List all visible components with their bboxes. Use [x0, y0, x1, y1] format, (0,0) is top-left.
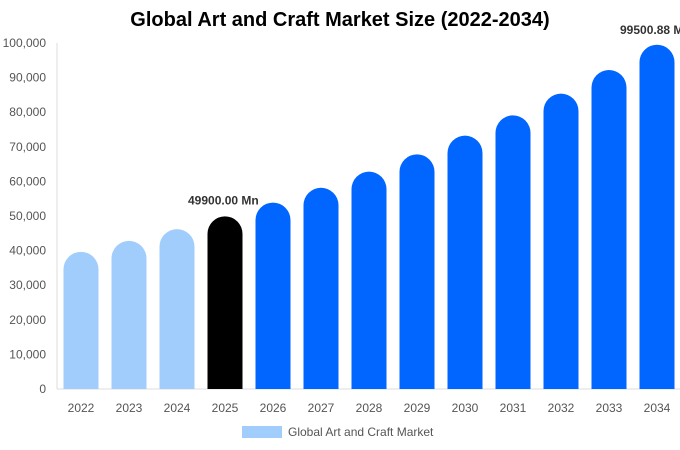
x-tick-label: 2028 — [356, 401, 383, 415]
bar-2033 — [591, 70, 627, 390]
y-tick-label: 30,000 — [9, 278, 46, 292]
legend[interactable]: Global Art and Craft Market — [242, 425, 433, 439]
bar-2031 — [495, 115, 531, 390]
x-tick-label: 2034 — [644, 401, 671, 415]
x-tick-label: 2026 — [260, 401, 287, 415]
x-tick-label: 2033 — [596, 401, 623, 415]
x-tick-label: 2023 — [116, 401, 143, 415]
bar-2025 — [207, 216, 243, 389]
data-label: 49900.00 Mn — [188, 193, 259, 207]
bar-2027 — [303, 187, 339, 389]
y-tick-label: 20,000 — [9, 313, 46, 327]
y-tick-label: 0 — [39, 382, 46, 396]
bar-2028 — [351, 171, 387, 389]
bar-2026 — [255, 202, 291, 389]
data-label: 99500.88 Mn — [620, 23, 680, 37]
x-tick-label: 2022 — [68, 401, 95, 415]
bar-2023 — [111, 240, 147, 389]
y-tick-label: 90,000 — [9, 71, 46, 85]
x-tick-label: 2031 — [500, 401, 527, 415]
x-tick-label: 2030 — [452, 401, 479, 415]
x-tick-label: 2024 — [164, 401, 191, 415]
chart-title: Global Art and Craft Market Size (2022-2… — [130, 9, 550, 31]
x-tick-label: 2032 — [548, 401, 575, 415]
legend-swatch — [242, 426, 282, 438]
bar-2030 — [447, 135, 483, 389]
x-tick-label: 2029 — [404, 401, 431, 415]
legend-label: Global Art and Craft Market — [288, 425, 434, 439]
y-tick-label: 100,000 — [3, 36, 47, 50]
bar-2032 — [543, 93, 579, 389]
x-tick-label: 2027 — [308, 401, 335, 415]
y-tick-label: 60,000 — [9, 174, 46, 188]
y-tick-label: 10,000 — [9, 347, 46, 361]
x-tick-label: 2025 — [212, 401, 239, 415]
y-tick-label: 40,000 — [9, 244, 46, 258]
y-tick-label: 70,000 — [9, 140, 46, 154]
bar-2022 — [63, 251, 99, 389]
bar-2029 — [399, 154, 435, 389]
y-tick-label: 50,000 — [9, 209, 46, 223]
bar-2024 — [159, 229, 195, 389]
y-tick-label: 80,000 — [9, 105, 46, 119]
bar-2034 — [639, 44, 675, 389]
